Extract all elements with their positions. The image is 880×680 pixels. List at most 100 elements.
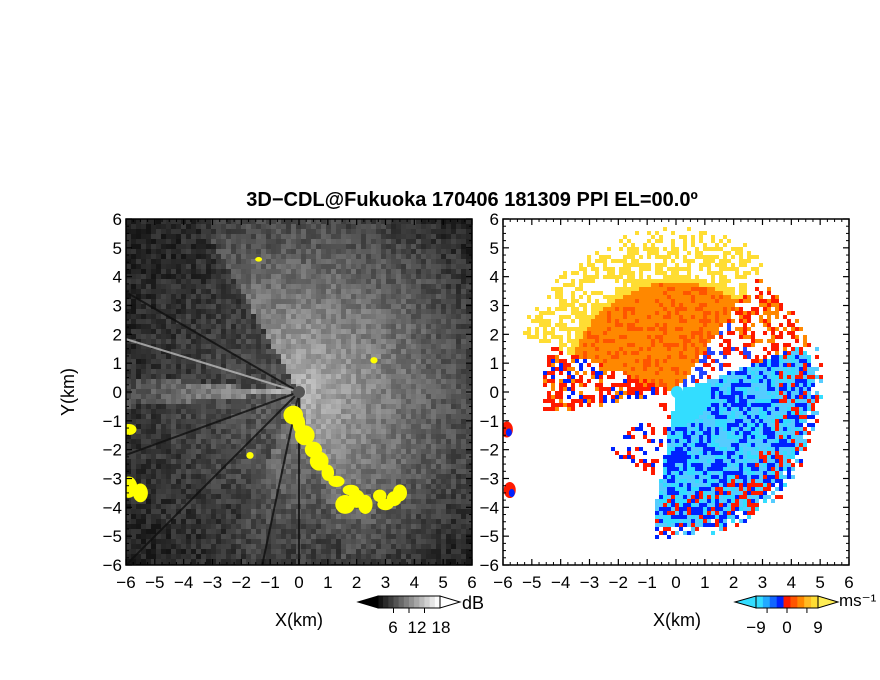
left-intensity-cell (431, 349, 436, 354)
left-intensity-cell (436, 279, 441, 284)
left-intensity-cell (446, 314, 451, 319)
left-intensity-cell (136, 544, 141, 549)
left-intensity-cell (466, 304, 471, 309)
left-intensity-cell (281, 299, 286, 304)
left-intensity-cell (226, 509, 231, 514)
left-intensity-cell (386, 234, 391, 239)
left-intensity-cell (206, 289, 211, 294)
left-intensity-cell (261, 349, 266, 354)
left-intensity-cell (346, 434, 351, 439)
left-intensity-cell (201, 529, 206, 534)
left-intensity-cell (286, 369, 291, 374)
left-intensity-cell (206, 299, 211, 304)
left-intensity-cell (221, 444, 226, 449)
left-intensity-cell (366, 559, 371, 564)
left-intensity-cell (446, 409, 451, 414)
left-intensity-cell (291, 334, 296, 339)
left-intensity-cell (276, 529, 281, 534)
left-intensity-cell (321, 249, 326, 254)
left-intensity-cell (346, 244, 351, 249)
left-intensity-cell (376, 239, 381, 244)
left-intensity-cell (381, 519, 386, 524)
left-intensity-cell (156, 254, 161, 259)
left-intensity-cell (251, 479, 256, 484)
left-intensity-cell (456, 384, 461, 389)
left-intensity-cell (431, 494, 436, 499)
left-intensity-cell (171, 274, 176, 279)
left-intensity-cell (231, 224, 236, 229)
left-intensity-cell (201, 379, 206, 384)
left-intensity-cell (401, 284, 406, 289)
left-intensity-cell (426, 264, 431, 269)
left-intensity-cell (141, 414, 146, 419)
left-intensity-cell (426, 314, 431, 319)
left-intensity-cell (141, 359, 146, 364)
left-intensity-cell (396, 284, 401, 289)
left-intensity-cell (181, 394, 186, 399)
left-intensity-cell (396, 339, 401, 344)
left-intensity-cell (381, 219, 386, 224)
left-intensity-cell (201, 219, 206, 224)
left-intensity-cell (331, 544, 336, 549)
left-intensity-cell (146, 299, 151, 304)
left-intensity-cell (451, 554, 456, 559)
left-intensity-cell (376, 224, 381, 229)
left-intensity-cell (456, 314, 461, 319)
left-intensity-cell (401, 479, 406, 484)
left-intensity-cell (466, 504, 471, 509)
left-intensity-cell (271, 229, 276, 234)
left-intensity-cell (291, 494, 296, 499)
left-intensity-cell (146, 374, 151, 379)
left-intensity-cell (291, 474, 296, 479)
left-intensity-cell (291, 294, 296, 299)
left-intensity-cell (201, 369, 206, 374)
left-intensity-cell (131, 274, 136, 279)
left-intensity-cell (261, 469, 266, 474)
left-intensity-cell (231, 289, 236, 294)
left-intensity-cell (281, 244, 286, 249)
left-intensity-cell (341, 544, 346, 549)
left-intensity-cell (246, 269, 251, 274)
left-intensity-cell (461, 479, 466, 484)
left-intensity-cell (256, 414, 261, 419)
left-intensity-cell (321, 424, 326, 429)
left-intensity-cell (136, 519, 141, 524)
left-intensity-cell (406, 539, 411, 544)
left-intensity-cell (231, 324, 236, 329)
left-intensity-cell (441, 354, 446, 359)
left-intensity-cell (296, 314, 301, 319)
left-intensity-cell (356, 439, 361, 444)
left-intensity-cell (156, 404, 161, 409)
left-intensity-cell (466, 544, 471, 549)
left-intensity-cell (306, 269, 311, 274)
left-intensity-cell (316, 474, 321, 479)
left-intensity-cell (171, 309, 176, 314)
left-intensity-cell (316, 419, 321, 424)
left-intensity-cell (261, 359, 266, 364)
left-intensity-cell (386, 334, 391, 339)
left-intensity-cell (411, 444, 416, 449)
left-intensity-cell (261, 534, 266, 539)
left-intensity-cell (296, 244, 301, 249)
left-intensity-cell (151, 479, 156, 484)
left-intensity-cell (306, 264, 311, 269)
left-intensity-cell (336, 419, 341, 424)
left-intensity-cell (346, 334, 351, 339)
left-intensity-cell (381, 399, 386, 404)
left-intensity-cell (131, 539, 136, 544)
left-intensity-cell (416, 284, 421, 289)
left-intensity-cell (291, 549, 296, 554)
left-intensity-cell (206, 279, 211, 284)
left-intensity-cell (441, 444, 446, 449)
left-intensity-cell (361, 514, 366, 519)
left-intensity-cell (261, 399, 266, 404)
left-intensity-cell (136, 559, 141, 564)
left-intensity-cell (236, 229, 241, 234)
left-intensity-cell (391, 559, 396, 564)
left-intensity-cell (291, 339, 296, 344)
left-intensity-cell (391, 404, 396, 409)
left-intensity-cell (466, 414, 471, 419)
left-intensity-cell (461, 424, 466, 429)
left-intensity-cell (221, 484, 226, 489)
left-intensity-cell (151, 274, 156, 279)
